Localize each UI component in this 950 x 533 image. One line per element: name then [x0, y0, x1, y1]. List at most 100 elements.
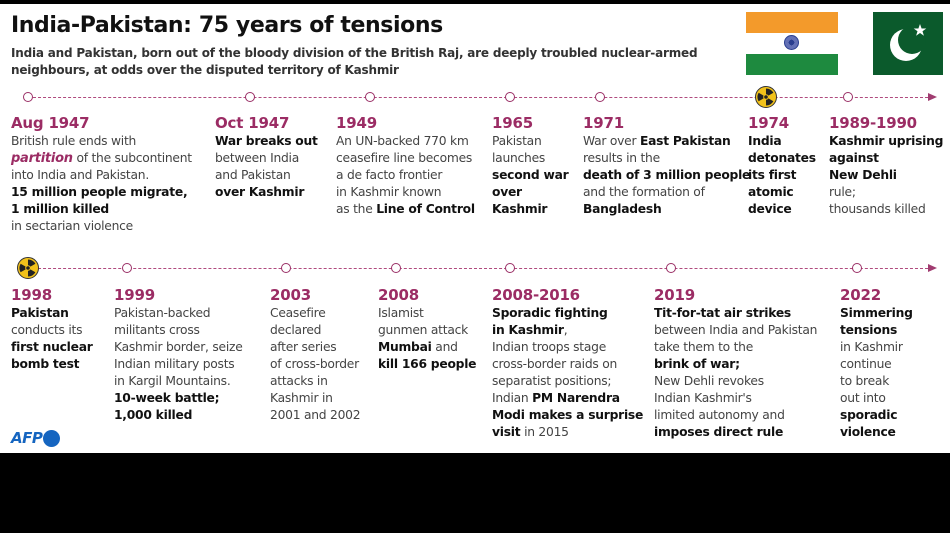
timeline-marker-icon [505, 92, 515, 102]
event-text-line: against [829, 151, 879, 165]
event-text-line: 1,000 killed [114, 408, 193, 422]
timeline-marker-icon [365, 92, 375, 102]
event-text-line: to break [840, 374, 890, 388]
event-text-line: violence [840, 425, 896, 439]
event-text-line: conducts its [11, 323, 83, 337]
event-text-line: over Kashmir [215, 185, 305, 199]
timeline-event: 2019 Tit-for-tat air strikes between India… [654, 286, 817, 441]
event-text-line: in Kashmir, [492, 323, 568, 337]
page-title: India-Pakistan: 75 years of tensions [11, 13, 443, 38]
event-text-line: Ceasefire [270, 306, 326, 320]
event-text-line: Sporadic fighting [492, 306, 608, 320]
timeline-line-row1 [28, 97, 928, 98]
event-year: 2019 [654, 286, 695, 304]
event-text-line: Pakistan [492, 134, 542, 148]
timeline-marker-icon [245, 92, 255, 102]
event-text-line: death of 3 million people [583, 168, 751, 182]
event-text-line: Kashmir in [270, 391, 333, 405]
event-text-line: in Kashmir known [336, 185, 442, 199]
event-text-line: of cross-border [270, 357, 359, 371]
event-text-line: 1 million killed [11, 202, 109, 216]
event-text-line: attacks in [270, 374, 328, 388]
event-text-line: Pakistan-backed [114, 306, 211, 320]
event-year: 1974 [748, 114, 789, 132]
event-text-line: rule; [829, 185, 856, 199]
event-year: 2008-2016 [492, 286, 580, 304]
event-text-line: 2001 and 2002 [270, 408, 361, 422]
event-year: Oct 1947 [215, 114, 290, 132]
timeline-marker-icon [391, 263, 401, 273]
event-year: 2003 [270, 286, 311, 304]
event-text-line: Indian military posts [114, 357, 235, 371]
event-text-line: in Kargil Mountains. [114, 374, 231, 388]
event-text-line: brink of war; [654, 357, 740, 371]
event-text-line: cross-border raids on [492, 357, 618, 371]
event-text-line: visit in 2015 [492, 425, 569, 439]
timeline-event: 2008-2016 Sporadic fighting in Kashmir, Ind… [492, 286, 643, 441]
timeline-marker-icon [666, 263, 676, 273]
afp-logo-dot-icon [43, 429, 61, 447]
timeline-arrow-icon [928, 264, 937, 272]
ashoka-chakra-icon [784, 35, 799, 50]
event-text-line: War breaks out [215, 134, 318, 148]
event-year: 1989-1990 [829, 114, 917, 132]
event-text-line: continue [840, 357, 892, 371]
event-text-line: Mumbai and [378, 340, 458, 354]
event-text-line: results in the [583, 151, 660, 165]
event-text-line: partition of the subcontinent [11, 151, 192, 166]
event-year: 1965 [492, 114, 533, 132]
event-text-line: over [492, 185, 522, 199]
event-text-line: after series [270, 340, 337, 354]
event-text-line: Indian troops stage [492, 340, 607, 354]
timeline-event: 1989-1990 Kashmir uprising against New Dehl… [829, 114, 943, 218]
timeline-marker-icon [595, 92, 605, 102]
event-text-line: ceasefire line becomes [336, 151, 473, 165]
event-text-line: Modi makes a surprise [492, 408, 644, 422]
timeline-marker-icon [852, 263, 862, 273]
timeline-event: 1949 An UN-backed 770 km ceasefire line be… [336, 114, 475, 218]
event-text-line: and Pakistan [215, 168, 291, 182]
event-text-line: between India and Pakistan [654, 323, 818, 337]
timeline-event: 1998 Pakistan conducts its first nuclear bom… [11, 286, 93, 373]
event-text-line: New Dehli [829, 168, 897, 182]
event-text-line: as the Line of Control [336, 202, 475, 216]
event-text-line: limited autonomy and [654, 408, 785, 422]
event-text-line: Kashmir border, seize [114, 340, 243, 354]
india-flag-icon [746, 12, 838, 75]
timeline-marker-icon [505, 263, 515, 273]
event-year: 2022 [840, 286, 881, 304]
event-text-line: atomic [748, 185, 794, 199]
event-text-line: Kashmir uprising [829, 134, 944, 148]
timeline-event: 1999 Pakistan-backed militants cross Kashmi… [114, 286, 243, 424]
event-year: Aug 1947 [11, 114, 90, 132]
timeline-marker-icon [281, 263, 291, 273]
event-text-line: device [748, 202, 792, 216]
event-text-line: India [748, 134, 782, 148]
event-text-line: detonates [748, 151, 816, 165]
event-text-line: a de facto frontier [336, 168, 443, 182]
timeline-event: Oct 1947 War breaks out between India and P… [215, 114, 318, 201]
timeline-marker-icon [122, 263, 132, 273]
event-text-line: into India and Pakistan. [11, 168, 149, 182]
event-text-line: thousands killed [829, 202, 926, 216]
event-text-line: kill 166 people [378, 357, 477, 371]
timeline-arrow-icon [928, 93, 937, 101]
event-text-line: separatist positions; [492, 374, 612, 388]
timeline-marker-icon [23, 92, 33, 102]
nuclear-radiation-icon [17, 257, 39, 279]
event-text-line: War over East Pakistan [583, 134, 731, 148]
event-text-line: declared [270, 323, 322, 337]
event-text-line: 10-week battle; [114, 391, 220, 405]
event-text-line: and the formation of [583, 185, 705, 199]
event-text-line: Kashmir [492, 202, 548, 216]
timeline-event: 2008 Islamist gunmen attack Mumbai and kill … [378, 286, 477, 373]
event-text-line: Tit-for-tat air strikes [654, 306, 791, 320]
event-text-line: in Kashmir [840, 340, 903, 354]
infographic-card: India-Pakistan: 75 years of tensions Ind… [0, 4, 950, 453]
crescent-star-icon [890, 24, 927, 61]
event-text-line: Islamist [378, 306, 424, 320]
timeline-event: 1971 War over East Pakistan results in the… [583, 114, 750, 218]
event-text-line: imposes direct rule [654, 425, 784, 439]
event-text-line: Pakistan [11, 306, 69, 320]
event-text-line: bomb test [11, 357, 80, 371]
